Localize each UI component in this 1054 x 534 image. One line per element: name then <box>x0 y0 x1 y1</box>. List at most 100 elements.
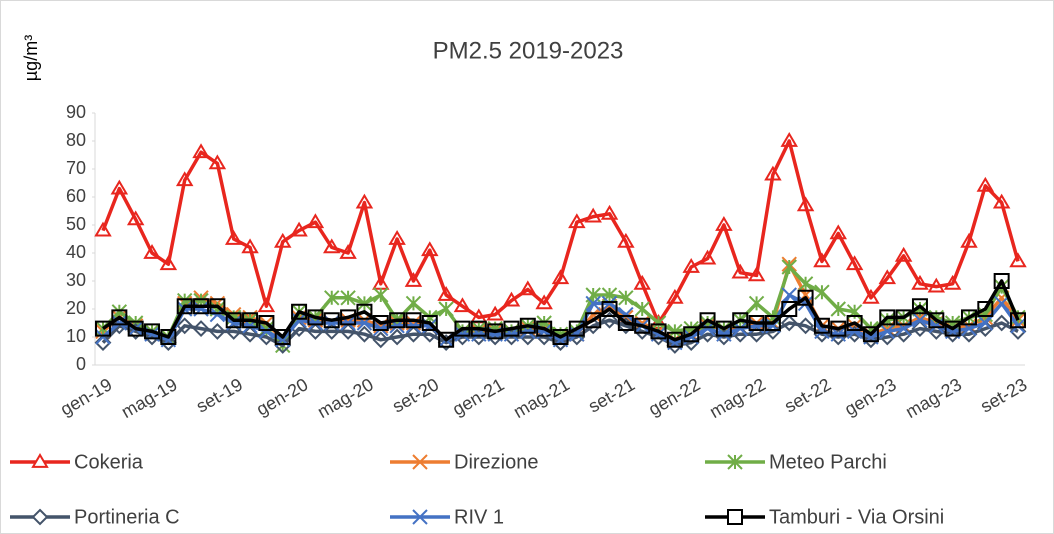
marker <box>258 315 275 331</box>
marker <box>568 213 586 229</box>
marker <box>519 280 537 296</box>
marker <box>716 326 732 342</box>
marker <box>111 309 128 326</box>
marker <box>830 301 846 317</box>
marker <box>192 320 210 338</box>
marker <box>502 291 521 307</box>
marker <box>144 323 161 340</box>
marker <box>356 295 373 312</box>
marker <box>552 334 569 352</box>
marker <box>110 179 129 195</box>
marker <box>568 320 585 337</box>
marker <box>993 295 1010 312</box>
marker <box>405 295 422 312</box>
marker <box>715 216 733 231</box>
y-tick-label: 40 <box>66 242 86 262</box>
marker <box>960 232 978 248</box>
marker <box>727 454 743 470</box>
marker <box>715 320 732 337</box>
marker <box>977 315 994 331</box>
marker <box>960 309 977 326</box>
marker <box>159 334 177 352</box>
marker <box>176 317 194 335</box>
marker <box>699 312 716 329</box>
legend-label: Cokeria <box>74 451 144 473</box>
marker <box>797 276 814 292</box>
marker <box>437 286 455 301</box>
marker <box>666 336 684 354</box>
marker <box>993 314 1011 332</box>
marker <box>551 269 570 285</box>
marker <box>208 154 227 170</box>
marker <box>845 255 864 271</box>
marker <box>943 274 962 290</box>
marker <box>748 315 765 331</box>
marker <box>31 453 49 468</box>
marker <box>323 238 341 254</box>
marker <box>633 274 651 290</box>
marker <box>878 269 897 285</box>
marker <box>1010 312 1026 329</box>
marker <box>31 508 49 526</box>
marker <box>585 312 602 329</box>
marker <box>781 287 797 303</box>
marker <box>666 288 684 304</box>
marker <box>617 315 634 331</box>
marker <box>911 274 929 290</box>
marker <box>306 213 325 229</box>
marker <box>225 312 242 329</box>
marker <box>209 298 226 315</box>
marker <box>814 284 830 300</box>
marker <box>764 165 782 181</box>
marker <box>274 329 291 345</box>
y-tick-label: 90 <box>66 102 86 122</box>
marker <box>618 290 634 306</box>
marker <box>780 132 798 147</box>
legend-label: Meteo Parchi <box>769 451 887 473</box>
marker <box>600 204 619 220</box>
marker <box>650 323 667 340</box>
marker <box>585 295 601 312</box>
marker <box>94 221 112 237</box>
marker <box>993 273 1010 289</box>
y-tick-label: 70 <box>66 158 86 178</box>
marker <box>340 309 357 326</box>
marker <box>634 301 650 317</box>
marker <box>879 309 896 326</box>
marker <box>126 210 145 226</box>
marker <box>698 249 717 265</box>
marker <box>732 312 749 329</box>
marker <box>175 171 194 187</box>
y-tick-label: 50 <box>66 214 86 234</box>
marker <box>846 315 863 331</box>
marker <box>797 317 815 335</box>
marker <box>682 258 700 273</box>
marker <box>862 326 879 343</box>
marker <box>617 232 635 248</box>
marker <box>601 295 618 312</box>
marker <box>813 252 831 268</box>
marker <box>911 298 928 315</box>
marker <box>830 320 847 337</box>
marker <box>727 509 743 525</box>
marker <box>224 230 243 245</box>
marker <box>193 298 210 315</box>
marker <box>437 334 455 352</box>
marker <box>829 224 848 240</box>
marker <box>160 329 177 345</box>
legend-label: RIV 1 <box>454 506 504 528</box>
marker <box>976 176 995 192</box>
marker <box>584 207 602 223</box>
marker <box>95 320 111 337</box>
marker <box>373 287 389 303</box>
marker <box>388 328 406 346</box>
series-line <box>101 139 1020 325</box>
marker <box>454 320 471 337</box>
marker <box>421 241 439 257</box>
marker <box>339 244 357 259</box>
marker <box>862 288 880 304</box>
marker <box>176 298 193 315</box>
marker <box>340 290 356 306</box>
marker <box>307 309 324 326</box>
